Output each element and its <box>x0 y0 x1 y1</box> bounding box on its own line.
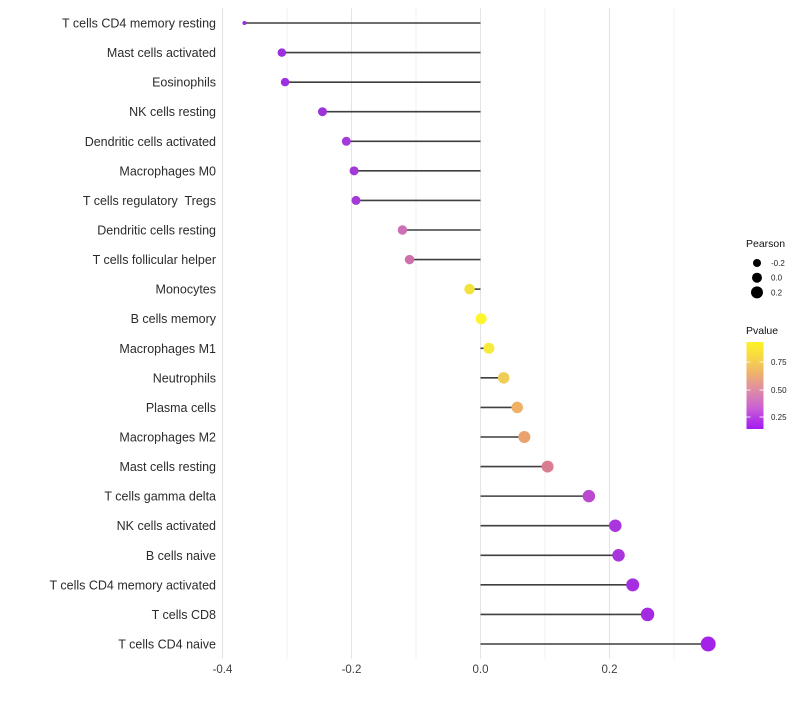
lollipop-dot <box>582 489 596 503</box>
legend-size-dot <box>752 272 762 283</box>
lollipop-dot <box>341 136 351 146</box>
category-label: NK cells activated <box>117 519 216 533</box>
category-label: B cells naive <box>146 549 216 563</box>
category-label: T cells CD4 memory resting <box>62 17 216 31</box>
category-label: T cells gamma delta <box>104 490 216 504</box>
lollipop-dot <box>397 225 408 235</box>
x-axis-labels: -0.4 -0.2 0.0 0.2 <box>213 664 618 676</box>
category-label: Plasma cells <box>146 401 216 415</box>
lollipop-dot <box>475 313 487 325</box>
category-label: T cells follicular helper <box>93 253 216 267</box>
category-label: T cells CD8 <box>152 608 216 622</box>
x-tick-label: 0.2 <box>602 664 618 676</box>
category-label: Eosinophils <box>152 76 216 90</box>
lollipop-dot <box>349 166 359 176</box>
x-tick-label: -0.2 <box>342 664 362 676</box>
lollipop-dot <box>511 401 524 414</box>
lollipop-dot <box>640 607 655 622</box>
lollipop-dot <box>483 342 495 354</box>
lollipop-dot <box>277 48 287 57</box>
lollipop-dot <box>497 372 510 384</box>
lollipop-dot <box>317 107 327 117</box>
legend-size-label: 0.0 <box>771 274 783 283</box>
lollipop-dot <box>541 460 554 473</box>
lollipop-dot <box>700 636 716 652</box>
category-label: T cells CD4 naive <box>118 637 216 651</box>
lollipop-dot <box>242 21 247 25</box>
category-label: Dendritic cells activated <box>85 135 216 149</box>
category-label: Mast cells activated <box>107 46 216 60</box>
legend-colorbar-title: Pvalue <box>746 325 778 337</box>
category-label: Neutrophils <box>153 371 216 385</box>
lollipop-dot <box>612 549 625 562</box>
category-label: Mast cells resting <box>119 460 216 474</box>
legend-colorbar-label: 0.75 <box>771 358 787 367</box>
category-label: Dendritic cells resting <box>97 223 216 237</box>
legend-colorbar-label: 0.25 <box>771 413 787 422</box>
category-label: T cells regulatory Tregs <box>83 194 216 208</box>
category-label: NK cells resting <box>129 105 216 119</box>
lollipop-dot <box>626 578 640 592</box>
category-label: Macrophages M0 <box>119 164 216 178</box>
category-label: Monocytes <box>156 283 216 297</box>
category-label: Macrophages M1 <box>119 342 216 356</box>
category-label: Macrophages M2 <box>119 430 216 444</box>
y-axis-labels: T cells CD4 memory resting Mast cells act… <box>50 17 217 652</box>
gridlines <box>221 8 675 659</box>
x-tick-label: -0.4 <box>213 664 233 676</box>
x-tick-label: 0.0 <box>473 664 489 676</box>
lollipop-dot <box>464 283 475 295</box>
legend-colorbar <box>746 342 764 429</box>
lollipop-dot <box>280 77 290 87</box>
lollipop-dot <box>609 519 622 532</box>
legend-size-title: Pearson <box>746 238 785 250</box>
legend: Pearson -0.2 0.0 0.2 Pvalue 0.75 0.50 0.25 <box>746 238 787 429</box>
lollipop-dot <box>351 195 361 205</box>
legend-size-label: -0.2 <box>771 259 785 268</box>
lollipop-dot <box>404 254 415 265</box>
legend-size-dot <box>751 286 763 299</box>
legend-colorbar-label: 0.50 <box>771 386 787 395</box>
category-label: B cells memory <box>131 312 217 326</box>
category-label: T cells CD4 memory activated <box>50 578 217 592</box>
legend-size-dot <box>753 259 761 267</box>
lollipop-dot <box>518 430 531 443</box>
lollipop-marks <box>242 21 716 652</box>
legend-size-label: 0.2 <box>771 288 783 297</box>
